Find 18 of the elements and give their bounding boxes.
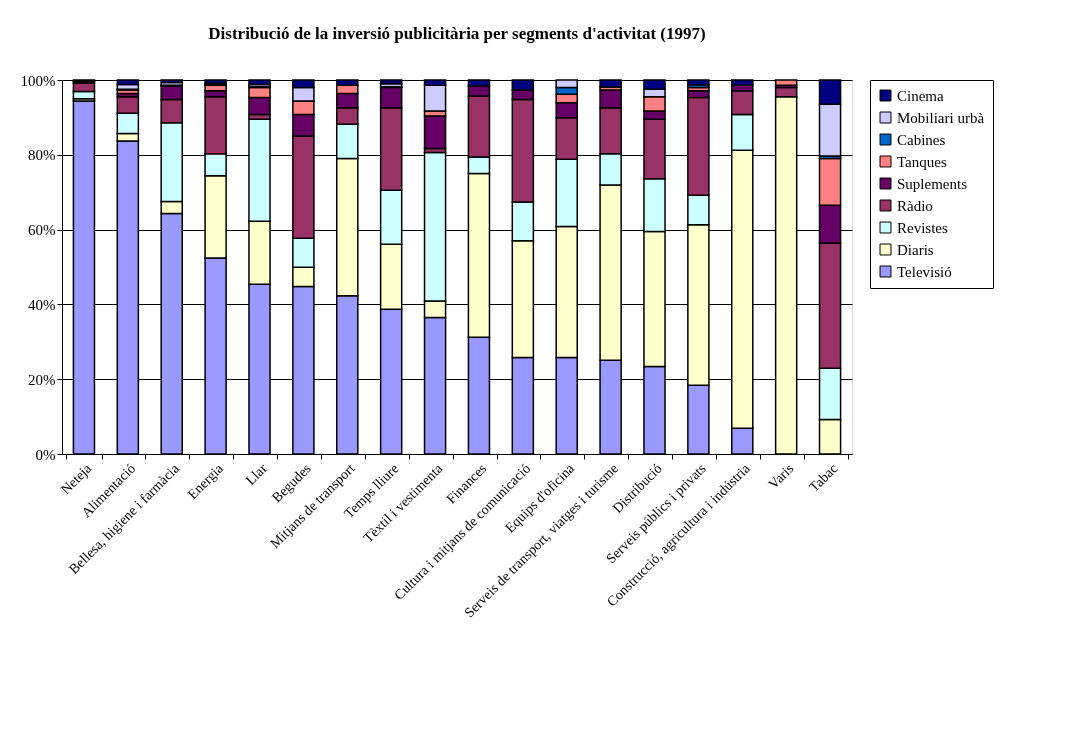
legend-label: Diaris xyxy=(897,241,934,258)
legend-label: Televisió xyxy=(897,263,952,280)
legend-label: Cabines xyxy=(897,131,946,148)
y-tick-label: 80% xyxy=(28,147,56,164)
legend-label: Ràdio xyxy=(897,197,933,214)
x-tick-label: Varis xyxy=(765,460,797,492)
legend-label: Revistes xyxy=(897,219,948,236)
chart-title: Distribució de la inversió publicitària per segments d'activitat (1997) xyxy=(208,24,706,43)
legend-label: Cinema xyxy=(897,87,944,104)
y-tick-label: 100% xyxy=(20,72,56,89)
x-tick-label: Llar xyxy=(242,460,271,488)
y-tick-label: 0% xyxy=(35,446,56,463)
y-tick-label: 60% xyxy=(28,222,56,239)
legend-label: Suplements xyxy=(897,175,968,192)
y-tick-label: 20% xyxy=(28,371,56,388)
legend-label: Tanques xyxy=(897,153,947,170)
y-tick-label: 40% xyxy=(28,296,56,313)
legend-label: Mobiliari urbà xyxy=(897,109,985,126)
